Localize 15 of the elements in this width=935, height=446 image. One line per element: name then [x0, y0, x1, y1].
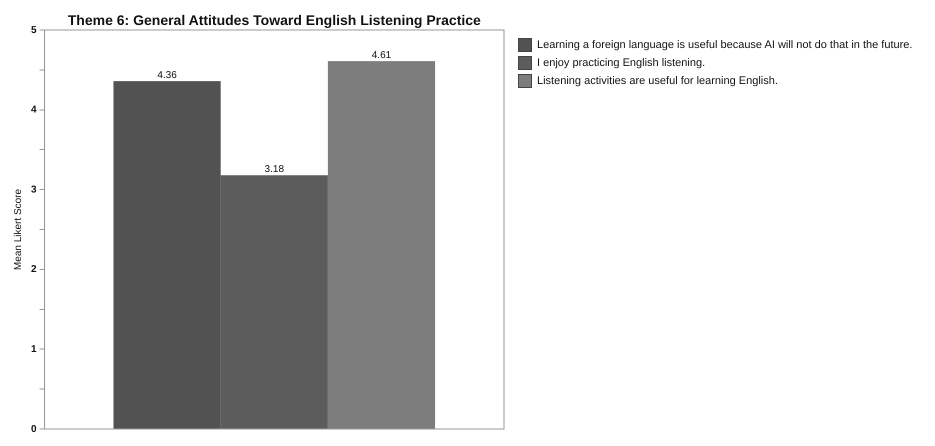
bar: [328, 61, 436, 428]
chart-title: Theme 6: General Attitudes Toward English Listening Practice: [68, 12, 482, 28]
y-tick-label: 2: [31, 264, 37, 276]
data-label: 4.61: [372, 50, 392, 61]
y-tick-label: 3: [31, 184, 37, 196]
y-tick-label: 5: [31, 24, 37, 36]
y-tick-label: 0: [31, 424, 37, 435]
legend-label: Learning a foreign language is useful because AI will not do that in the future.: [537, 39, 912, 51]
y-tick-label: 1: [31, 344, 37, 355]
y-axis-title: Mean Likert Score: [12, 188, 24, 270]
data-label: 4.36: [157, 70, 178, 81]
legend-label: I enjoy practicing English listening.: [537, 57, 706, 69]
legend-label: Listening activities are useful for learning English.: [537, 75, 778, 87]
y-tick-label: 4: [31, 104, 37, 116]
data-label: 3.18: [264, 164, 284, 175]
